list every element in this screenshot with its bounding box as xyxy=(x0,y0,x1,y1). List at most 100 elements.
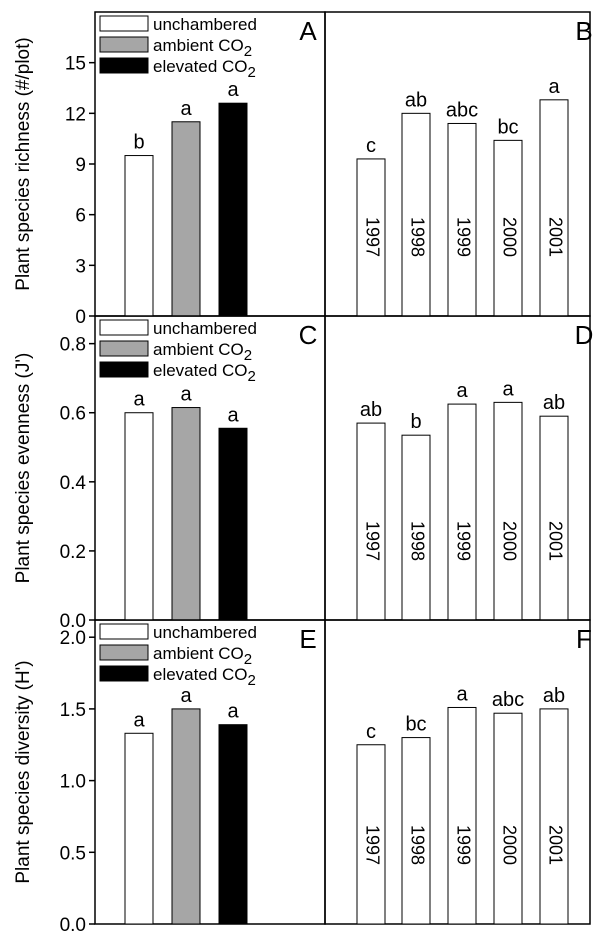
bar-letter: a xyxy=(548,76,560,98)
y-tick-label: 15 xyxy=(65,54,86,75)
y-tick-label: 1.5 xyxy=(60,700,86,721)
legend-label: unchambered xyxy=(153,15,257,34)
legend-label: unchambered xyxy=(153,319,257,338)
bar-B-1998 xyxy=(401,112,431,317)
bar-letter: ab xyxy=(405,89,427,111)
panel-row-1: 0 3 6 9 12 15 Plant species richness (#/plot) A… xyxy=(13,11,593,328)
year-label: 1999 xyxy=(453,217,473,257)
year-label: 2000 xyxy=(499,825,519,865)
bar-letter: ab xyxy=(543,392,565,414)
bar-D-1997 xyxy=(356,422,386,621)
bar-E-unchambered xyxy=(124,732,154,925)
year-label: 1998 xyxy=(407,521,427,561)
bar-letter: a xyxy=(180,685,192,707)
bar-F-1999 xyxy=(447,706,477,925)
figure-panels: 0 3 6 9 12 15 Plant species richness (#/plot) A… xyxy=(13,11,594,931)
bar-B-1999 xyxy=(447,122,477,317)
bar-E-elevated xyxy=(218,724,248,925)
panel-label-A: A xyxy=(299,16,317,46)
bar-C-unchambered xyxy=(124,412,154,621)
legend-label: elevated CO2 xyxy=(153,665,256,689)
bar-letter: c xyxy=(366,721,376,743)
bar-A-ambient xyxy=(171,121,201,317)
bar-letter: abc xyxy=(446,99,478,121)
y-axis-title: Plant species evenness (J') xyxy=(13,353,34,584)
bar-letter: ab xyxy=(543,685,565,707)
bar-letter: bc xyxy=(405,714,426,736)
bar-F-2000 xyxy=(493,712,523,925)
y-tick-label: 0.0 xyxy=(60,915,86,931)
bar-letter: a xyxy=(180,384,192,406)
y-tick-label: 12 xyxy=(65,104,86,125)
y-tick-label: 0.0 xyxy=(60,611,86,632)
year-label: 1997 xyxy=(362,521,382,561)
legend-label: unchambered xyxy=(153,623,257,642)
y-tick-label: 1.0 xyxy=(60,772,86,793)
legend-swatch-ambient xyxy=(99,340,149,357)
y-tick-label: 6 xyxy=(75,206,86,227)
y-tick-label: 0.8 xyxy=(60,335,86,356)
y-tick-label: 9 xyxy=(75,155,86,176)
legend-label: elevated CO2 xyxy=(153,361,256,385)
bar-D-1999 xyxy=(447,403,477,621)
legend-swatch-elevated xyxy=(99,665,149,682)
year-label: 1998 xyxy=(407,217,427,257)
panel-label-F: F xyxy=(576,624,592,654)
bar-letter: a xyxy=(227,701,239,723)
bar-A-elevated xyxy=(218,102,248,317)
y-tick-label: 0.2 xyxy=(60,542,86,563)
year-label: 1998 xyxy=(407,825,427,865)
y-axis-title: Plant species richness (#/plot) xyxy=(13,37,34,290)
bar-A-unchambered xyxy=(124,155,154,317)
bar-D-1998 xyxy=(401,434,431,621)
y-tick-label: 3 xyxy=(75,256,86,277)
bar-letter: a xyxy=(180,98,192,120)
bar-letter: bc xyxy=(497,116,518,138)
bar-B-2001 xyxy=(539,99,569,317)
legend-swatch-unchambered xyxy=(99,319,149,336)
bar-letter: a xyxy=(456,380,468,402)
y-tick-label: 0 xyxy=(75,307,86,328)
year-label: 2000 xyxy=(499,521,519,561)
panel-label-C: C xyxy=(299,320,318,350)
bar-F-2001 xyxy=(539,708,569,925)
legend-swatch-ambient xyxy=(99,36,149,53)
y-tick-label: 0.6 xyxy=(60,404,86,425)
bar-C-elevated xyxy=(218,427,248,621)
panel-label-D: D xyxy=(575,320,594,350)
bar-letter: b xyxy=(133,132,144,154)
y-tick-label: 0.5 xyxy=(60,843,86,864)
bar-letter: abc xyxy=(492,689,524,711)
year-label: 2001 xyxy=(545,825,565,865)
year-label: 2001 xyxy=(545,217,565,257)
bar-letter: a xyxy=(502,378,514,400)
legend-label: elevated CO2 xyxy=(153,57,256,81)
panel-label-E: E xyxy=(299,624,316,654)
year-label: 1997 xyxy=(362,217,382,257)
y-tick-label: 0.4 xyxy=(60,473,87,494)
bar-B-1997 xyxy=(356,158,386,317)
bar-C-ambient xyxy=(171,407,201,621)
panel-row-2: 0.0 0.2 0.4 0.6 0.8 Plant species evenness (J… xyxy=(13,315,594,632)
bar-F-1997 xyxy=(356,744,386,925)
year-label: 2000 xyxy=(499,217,519,257)
bar-letter: a xyxy=(133,389,145,411)
legend-swatch-unchambered xyxy=(99,15,149,32)
bar-E-ambient xyxy=(171,708,201,925)
year-label: 2001 xyxy=(545,521,565,561)
bar-letter: c xyxy=(366,135,376,157)
y-axis-title: Plant species diversity (H') xyxy=(13,660,34,883)
bar-letter: a xyxy=(227,79,239,101)
bar-letter: b xyxy=(410,411,421,433)
bar-D-2000 xyxy=(493,401,523,621)
year-label: 1997 xyxy=(362,825,382,865)
year-label: 1999 xyxy=(453,825,473,865)
bar-letter: a xyxy=(456,683,468,705)
panel-row-3: 0.0 0.5 1.0 1.5 2.0 Plant species diversity (… xyxy=(13,619,592,931)
legend-swatch-unchambered xyxy=(99,623,149,640)
panel-label-B: B xyxy=(575,16,592,46)
year-label: 1999 xyxy=(453,521,473,561)
legend-swatch-ambient xyxy=(99,644,149,661)
bar-F-1998 xyxy=(401,737,431,925)
